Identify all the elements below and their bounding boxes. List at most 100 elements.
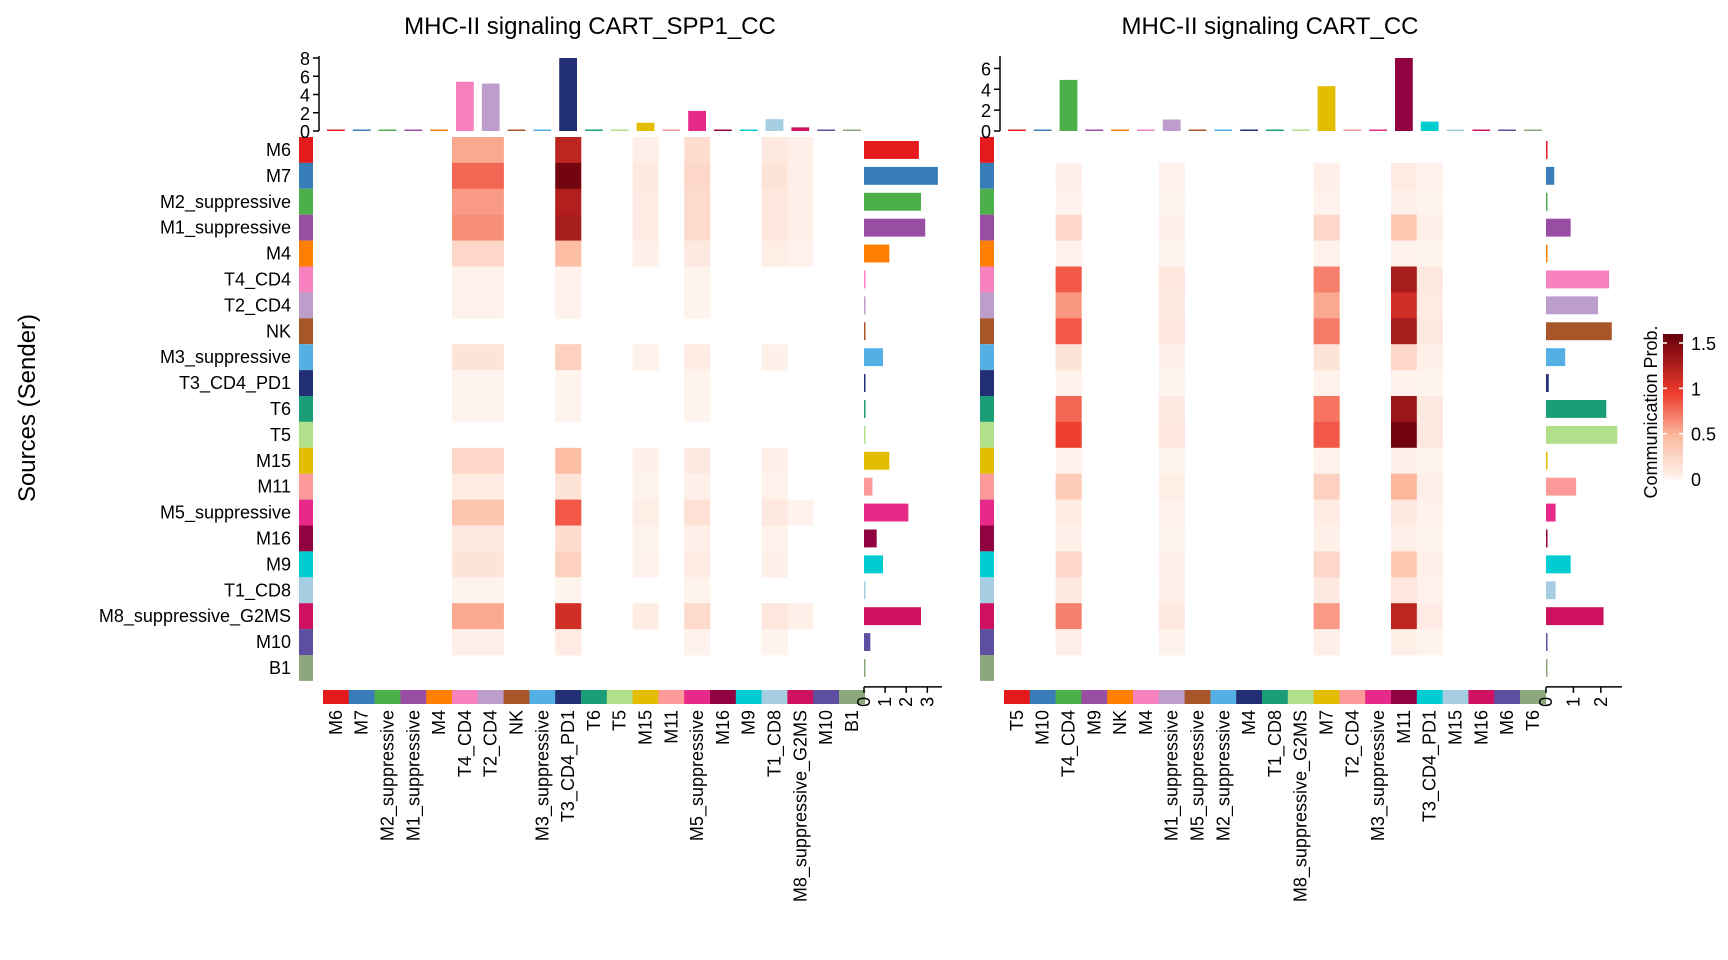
heat-cell: [1055, 240, 1082, 267]
colorbar-step: [1663, 396, 1683, 400]
colorbar-step: [1663, 440, 1683, 444]
col-color: [1158, 690, 1185, 704]
colorbar-step: [1663, 421, 1683, 424]
row-color-M2_suppressive: [980, 188, 994, 215]
heat-cell: [684, 240, 711, 267]
row-color-T4_CD4: [299, 266, 313, 293]
heat-cell: [555, 188, 582, 215]
heat-cell: [684, 577, 711, 604]
col-color: [1184, 690, 1211, 704]
top-bar: [1420, 121, 1439, 131]
colorbar-step: [1663, 474, 1683, 478]
colorbar-tick-label: 1: [1691, 379, 1701, 399]
heat-cell: [761, 551, 788, 578]
col-color: [426, 690, 453, 704]
row-label: NK: [266, 321, 291, 341]
row-label: B1: [269, 658, 291, 678]
heat-cell: [632, 499, 659, 526]
heat-cell: [1416, 499, 1443, 526]
heat-cell: [1416, 577, 1443, 604]
colorbar-step: [1663, 430, 1683, 434]
row-color-M1_suppressive: [980, 214, 994, 241]
row-color-T6: [980, 396, 994, 422]
col-label: M2_suppressive: [1213, 710, 1234, 841]
col-color: [1210, 690, 1237, 704]
right-bar: [864, 244, 890, 263]
heat-cell: [1416, 525, 1443, 552]
row-color-M3_suppressive: [980, 344, 994, 371]
colorbar-tick-label: 0: [1691, 470, 1701, 490]
heat-cell: [1055, 603, 1082, 630]
heat-cell: [1313, 370, 1340, 397]
top-bar: [1369, 129, 1387, 131]
heat-cell: [761, 473, 788, 500]
col-label: M5_suppressive: [1188, 710, 1209, 841]
right-bar: [1546, 503, 1556, 522]
col-color: [1236, 690, 1263, 704]
colorbar-step: [1663, 418, 1683, 422]
right-bar: [1546, 270, 1610, 289]
colorbar-step: [1663, 462, 1683, 465]
colorbar-step: [1663, 447, 1683, 451]
row-label: M1_suppressive: [160, 218, 291, 239]
heat-cell: [1416, 473, 1443, 500]
heat-cell: [1158, 421, 1185, 449]
heat-cell: [1158, 447, 1185, 474]
heat-cell: [1391, 240, 1418, 267]
heat-cell: [555, 292, 582, 319]
heat-cell: [555, 137, 582, 164]
row-label: T1_CD8: [224, 580, 291, 601]
col-label: T1_CD8: [765, 710, 786, 777]
heat-cell: [555, 629, 582, 656]
panel-title: MHC-II signaling CART_SPP1_CC: [404, 13, 776, 40]
col-color: [1107, 690, 1134, 704]
top-bar-tick-label: 6: [300, 67, 310, 87]
col-label: M10: [1033, 710, 1053, 745]
colorbar-step: [1663, 411, 1683, 415]
heat-cell: [1158, 370, 1185, 397]
row-color-T4_CD4: [980, 266, 994, 293]
colorbar-step: [1663, 445, 1683, 449]
heat-cell: [1391, 214, 1418, 241]
heat-cell: [1055, 525, 1082, 552]
right-bar-tick-label: 3: [917, 697, 937, 707]
heat-cell: [555, 162, 582, 190]
heat-cell: [1416, 240, 1443, 267]
right-bar: [1546, 192, 1548, 211]
heat-cell: [684, 525, 711, 552]
row-color-T1_CD8: [299, 577, 313, 604]
heat-cell: [1313, 240, 1340, 267]
right-bar: [1546, 607, 1604, 626]
col-label: M11: [661, 710, 681, 744]
heat-cell: [555, 344, 582, 371]
col-color: [452, 690, 479, 704]
top-bar: [559, 58, 577, 131]
heat-cell: [1055, 421, 1082, 449]
heat-cell: [684, 162, 711, 190]
row-color-M7: [980, 162, 994, 189]
heat-cell: [555, 396, 582, 423]
heat-cell: [1416, 551, 1443, 578]
top-bar-tick-label: 0: [981, 122, 991, 142]
top-bar: [1033, 129, 1052, 131]
heat-cell: [452, 214, 479, 241]
heat-cell: [684, 188, 711, 215]
colorbar-step: [1663, 413, 1683, 417]
right-bar: [864, 503, 909, 522]
heat-cell: [452, 344, 479, 371]
right-bar: [1546, 425, 1618, 444]
right-bar: [864, 581, 866, 600]
heat-cell: [761, 499, 788, 526]
colorbar-step: [1663, 341, 1683, 345]
top-bar: [1317, 86, 1336, 131]
right-bar: [864, 555, 883, 574]
heat-cell: [452, 137, 479, 164]
heat-cell: [555, 447, 582, 474]
heat-cell: [1391, 551, 1418, 578]
colorbar-step: [1663, 466, 1683, 470]
col-label: T5: [610, 710, 630, 731]
heat-cell: [1313, 525, 1340, 552]
heat-cell: [555, 214, 582, 241]
row-color-M4: [299, 240, 313, 267]
